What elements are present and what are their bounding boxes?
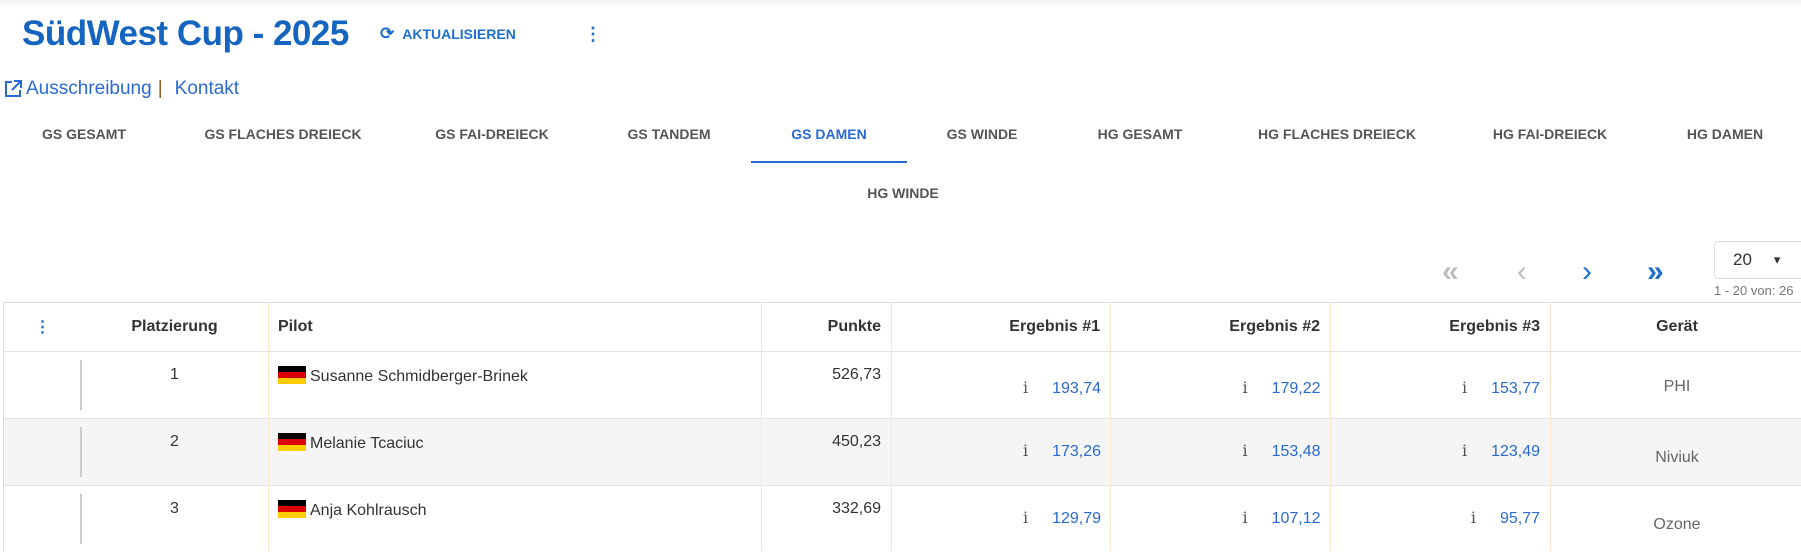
- device: Ozone: [1653, 516, 1701, 533]
- tab-hg-gesamt[interactable]: HG GESAMT: [1097, 126, 1183, 142]
- tab-hg-flaches-dreieck[interactable]: HG FLACHES DREIECK: [1258, 126, 1416, 142]
- result-3-link[interactable]: 153,77: [1491, 380, 1540, 397]
- result-1-link[interactable]: 193,74: [1052, 380, 1101, 397]
- rank: 2: [170, 433, 179, 450]
- tab-hg-winde[interactable]: HG WINDE: [867, 185, 939, 201]
- header-punkte[interactable]: Punkte: [761, 303, 891, 351]
- column-menu-icon[interactable]: ⋮: [4, 303, 81, 351]
- points: 450,23: [832, 433, 881, 450]
- points: 332,69: [832, 500, 881, 517]
- tab-gs-flaches-dreieck[interactable]: GS FLACHES DREIECK: [204, 126, 362, 142]
- row-drag-handle[interactable]: [80, 427, 82, 477]
- ausschreibung-link[interactable]: Ausschreibung: [26, 78, 152, 99]
- refresh-icon: ⟳: [380, 24, 395, 43]
- refresh-label: AKTUALISIEREN: [402, 26, 516, 42]
- last-page-icon[interactable]: »: [1647, 255, 1664, 288]
- tab-gs-fai-dreieck[interactable]: GS FAI-DREIECK: [435, 126, 549, 142]
- refresh-button[interactable]: ⟳ AKTUALISIEREN: [380, 24, 516, 44]
- next-page-icon[interactable]: ›: [1582, 255, 1592, 288]
- germany-flag-icon: [278, 500, 306, 518]
- page-size-select[interactable]: 20 ▾: [1714, 241, 1801, 279]
- result-2-link[interactable]: 107,12: [1271, 510, 1321, 527]
- page-size-value: 20: [1733, 250, 1752, 269]
- info-icon[interactable]: i: [1461, 378, 1468, 397]
- info-icon[interactable]: i: [1461, 441, 1468, 460]
- column-divider: [1110, 303, 1111, 551]
- active-tab-indicator: [751, 161, 907, 163]
- top-shade: [0, 0, 1801, 8]
- row-drag-handle[interactable]: [80, 360, 82, 410]
- header-ergebnis-3[interactable]: Ergebnis #3: [1330, 303, 1550, 351]
- header-pilot[interactable]: Pilot: [268, 303, 761, 351]
- device: Niviuk: [1655, 449, 1699, 466]
- column-divider: [761, 303, 762, 551]
- result-2-link[interactable]: 153,48: [1271, 443, 1321, 460]
- header-platzierung[interactable]: Platzierung: [81, 303, 268, 351]
- header-geraet[interactable]: Gerät: [1550, 303, 1801, 351]
- more-menu-icon[interactable]: ⋮: [584, 24, 602, 44]
- table-row[interactable]: 2 Melanie Tcaciuc 450,23 i 173,26 i 153,48 i…: [4, 418, 1801, 485]
- result-1-link[interactable]: 173,26: [1052, 443, 1101, 460]
- pilot-name[interactable]: Anja Kohlrausch: [310, 502, 427, 519]
- points: 526,73: [832, 366, 881, 383]
- tab-hg-fai-dreieck[interactable]: HG FAI-DREIECK: [1492, 126, 1608, 142]
- tab-gs-winde[interactable]: GS WINDE: [946, 126, 1018, 142]
- results-table: ⋮ Platzierung Pilot Punkte Ergebnis #1 E…: [3, 302, 1801, 552]
- column-divider: [891, 303, 892, 551]
- germany-flag-icon: [278, 433, 306, 451]
- kontakt-link[interactable]: Kontakt: [174, 78, 240, 99]
- info-icon[interactable]: i: [1242, 508, 1248, 527]
- link-separator: |: [157, 78, 163, 99]
- header-ergebnis-2[interactable]: Ergebnis #2: [1110, 303, 1330, 351]
- links-bar: Ausschreibung | Kontakt: [4, 78, 239, 100]
- info-icon[interactable]: i: [1470, 508, 1476, 527]
- germany-flag-icon: [278, 366, 306, 384]
- header-ergebnis-1[interactable]: Ergebnis #1: [891, 303, 1110, 351]
- pilot-name[interactable]: Melanie Tcaciuc: [310, 435, 424, 452]
- table-row[interactable]: 3 Anja Kohlrausch 332,69 i 129,79 i 107,12 i…: [4, 485, 1801, 552]
- rank: 1: [170, 366, 179, 383]
- result-3-link[interactable]: 123,49: [1491, 443, 1540, 460]
- external-link-icon: [5, 80, 22, 97]
- info-icon[interactable]: i: [1242, 378, 1248, 397]
- device: PHI: [1663, 378, 1691, 395]
- row-drag-handle[interactable]: [80, 494, 82, 544]
- tab-gs-damen[interactable]: GS DAMEN: [791, 126, 867, 142]
- result-1-link[interactable]: 129,79: [1052, 510, 1101, 527]
- page-title: SüdWest Cup - 2025: [22, 14, 349, 53]
- column-divider: [1550, 303, 1551, 551]
- tab-gs-tandem[interactable]: GS TANDEM: [627, 126, 711, 142]
- column-divider: [268, 303, 269, 551]
- result-3-link[interactable]: 95,77: [1499, 510, 1540, 527]
- info-icon[interactable]: i: [1242, 441, 1248, 460]
- info-icon[interactable]: i: [1022, 508, 1029, 527]
- table-row[interactable]: 1 Susanne Schmidberger-Brinek 526,73 i 19…: [4, 351, 1801, 418]
- rank: 3: [170, 500, 179, 517]
- info-icon[interactable]: i: [1022, 441, 1029, 460]
- result-2-link[interactable]: 179,22: [1271, 380, 1321, 397]
- pagination-info: 1 - 20 von: 26: [1714, 283, 1794, 298]
- info-icon[interactable]: i: [1022, 378, 1029, 397]
- prev-page-icon[interactable]: ‹: [1517, 255, 1527, 288]
- column-divider: [1330, 303, 1331, 551]
- tab-hg-damen[interactable]: HG DAMEN: [1686, 126, 1764, 142]
- pilot-name[interactable]: Susanne Schmidberger-Brinek: [310, 368, 528, 385]
- tab-gs-gesamt[interactable]: GS GESAMT: [41, 126, 127, 142]
- first-page-icon[interactable]: «: [1442, 255, 1459, 288]
- chevron-down-icon: ▾: [1773, 252, 1781, 267]
